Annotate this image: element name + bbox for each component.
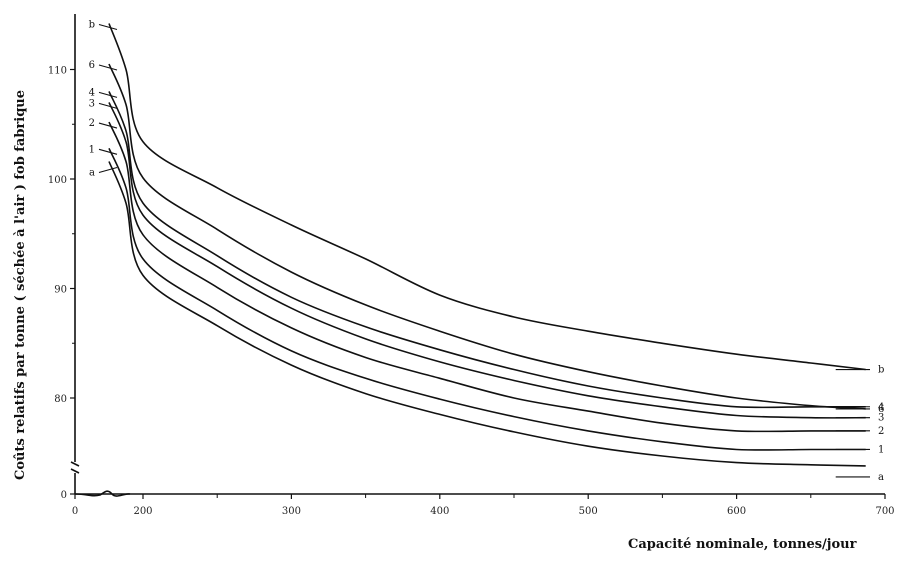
x-tick-label: 200	[133, 506, 152, 517]
y-tick-label: 0	[61, 490, 67, 501]
series-label-right: 1	[878, 444, 884, 455]
x-tick-label: 0	[72, 506, 78, 517]
series-line-6	[108, 63, 866, 410]
y-tick-label: 90	[54, 285, 67, 296]
series-line-3	[108, 102, 866, 419]
series-label-left: 6	[89, 60, 95, 71]
series-arrow-left	[98, 102, 118, 109]
series-label-left: b	[89, 20, 95, 31]
x-tick-label: 400	[430, 506, 449, 517]
series-label-right: 2	[878, 426, 884, 437]
ticks: 0 200 300 400 500 600 700 0 80 90 100 110	[48, 66, 895, 518]
series-arrow-left	[98, 23, 118, 31]
series-line-b	[108, 23, 866, 371]
series-label-left: 1	[89, 144, 95, 155]
x-tick-label: 300	[282, 506, 301, 517]
series-label-right: 3	[878, 413, 884, 424]
series-line-1	[108, 147, 866, 451]
series-label-left: 3	[89, 98, 95, 109]
axes	[70, 14, 885, 497]
series-arrow-left	[98, 91, 118, 98]
curves	[108, 23, 866, 467]
y-tick-label: 100	[48, 175, 67, 186]
x-tick-label: 700	[875, 506, 894, 517]
series-label-left: a	[89, 167, 95, 178]
series-label-right: 6	[878, 404, 884, 415]
series-arrow-left	[98, 148, 118, 155]
series-line-a	[108, 161, 866, 467]
x-tick-label: 500	[579, 506, 598, 517]
series-arrow-left	[98, 166, 118, 174]
series-label-right: 4	[878, 402, 884, 413]
y-axis-break	[70, 461, 80, 474]
y-axis-label: Coûts relatifs par tonne ( séchée à l'ai…	[13, 90, 28, 480]
x-tick-label: 600	[727, 506, 746, 517]
x-axis-label: Capacité nominale, tonnes/jour	[628, 537, 857, 552]
x-axis-break	[74, 490, 131, 497]
series-label-left: 2	[89, 118, 95, 129]
y-tick-label: 80	[54, 394, 67, 405]
series-label-right: a	[878, 472, 884, 483]
series-arrow-left	[98, 64, 118, 71]
series-label-left: 4	[89, 87, 95, 98]
series-arrow-left	[98, 122, 118, 129]
y-tick-label: 110	[48, 66, 67, 77]
series-line-2	[108, 121, 866, 433]
series-line-4	[108, 91, 866, 409]
series-label-right: b	[878, 365, 884, 376]
